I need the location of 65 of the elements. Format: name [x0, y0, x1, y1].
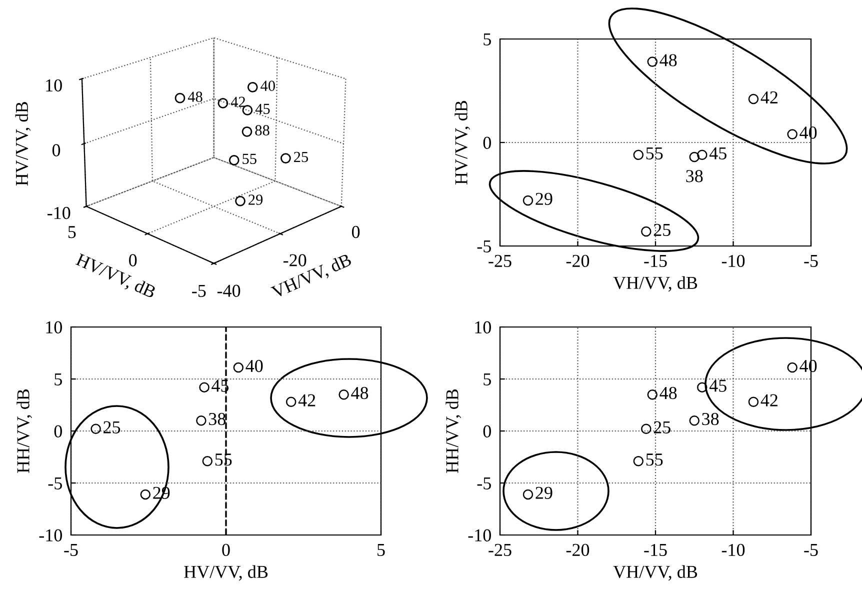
text: -40: [217, 284, 240, 297]
x-tick-label: -25: [488, 544, 512, 556]
x-tick-label: 0: [222, 544, 230, 556]
y-tick-label: 0: [483, 136, 491, 149]
annotation: 29: [536, 192, 552, 205]
text: 29: [248, 194, 263, 205]
y-tick-label: 10: [475, 321, 491, 334]
y-tick-label: 10: [46, 321, 62, 334]
x-tick-label: -15: [644, 254, 667, 268]
annotation: 38: [209, 412, 226, 426]
annotation: 55: [646, 147, 663, 160]
x-tick-label: -5: [804, 544, 818, 556]
y-tick-label: 5: [54, 373, 62, 386]
x-tick-label: -15: [644, 544, 667, 556]
annotation: 25: [654, 224, 670, 236]
y-tick-label: -10: [39, 529, 62, 542]
y-tick-label: -5: [477, 240, 491, 252]
text: HV/VV, dB: [15, 102, 31, 186]
x-tick-label: -20: [566, 254, 590, 268]
annotation: 42: [760, 91, 778, 104]
x-axis-title: VH/VV, dB: [613, 565, 698, 581]
annotation: 45: [709, 147, 726, 160]
text: 88: [255, 125, 270, 136]
text: 42: [230, 96, 246, 107]
x-axis-title: HV/VV, dB: [184, 565, 268, 581]
x-axis-title: VH/VV, dB: [613, 276, 698, 292]
x-tick-label: 5: [378, 544, 385, 556]
y-tick-label: -5: [477, 477, 491, 490]
annotation: 42: [298, 394, 316, 406]
y-axis-title: HH/VV, dB: [16, 389, 32, 473]
text: 55: [242, 154, 256, 164]
annotation: 25: [654, 421, 670, 434]
y-tick-label: 0: [483, 425, 491, 438]
annotation: 42: [760, 394, 778, 406]
x-tick-label: -10: [722, 544, 745, 556]
text: 40: [260, 80, 275, 91]
text: -5: [192, 284, 206, 297]
y-axis-title: HV/VV, dB: [454, 100, 470, 184]
text: 0: [352, 226, 360, 238]
text: 48: [188, 92, 202, 102]
annotation: 25: [104, 421, 120, 434]
text: 45: [255, 104, 270, 114]
x-tick-label: -25: [488, 254, 512, 268]
text: 25: [294, 152, 308, 162]
x-tick-label: -10: [722, 254, 745, 268]
annotation: 45: [212, 380, 229, 392]
x-tick-label: -20: [566, 544, 590, 556]
y-tick-label: 5: [484, 373, 491, 386]
y-axis-title: HH/VV, dB: [446, 389, 461, 473]
y-tick-label: -10: [468, 529, 491, 542]
y-tick-label: -5: [48, 477, 62, 490]
y-tick-label: 5: [484, 33, 491, 46]
y-tick-label: 0: [54, 425, 62, 438]
text: 5: [68, 226, 76, 238]
annotation: 55: [646, 454, 663, 466]
annotation: 38: [686, 170, 703, 182]
annotation: 48: [660, 54, 677, 66]
x-tick-label: -5: [64, 544, 78, 556]
annotation: 48: [660, 386, 677, 400]
x-tick-label: -5: [804, 255, 818, 268]
annotation: 40: [246, 360, 263, 372]
annotation: 45: [709, 380, 726, 392]
annotation: 38: [702, 412, 719, 426]
annotation: 48: [351, 386, 368, 400]
annotation: 29: [536, 486, 552, 499]
